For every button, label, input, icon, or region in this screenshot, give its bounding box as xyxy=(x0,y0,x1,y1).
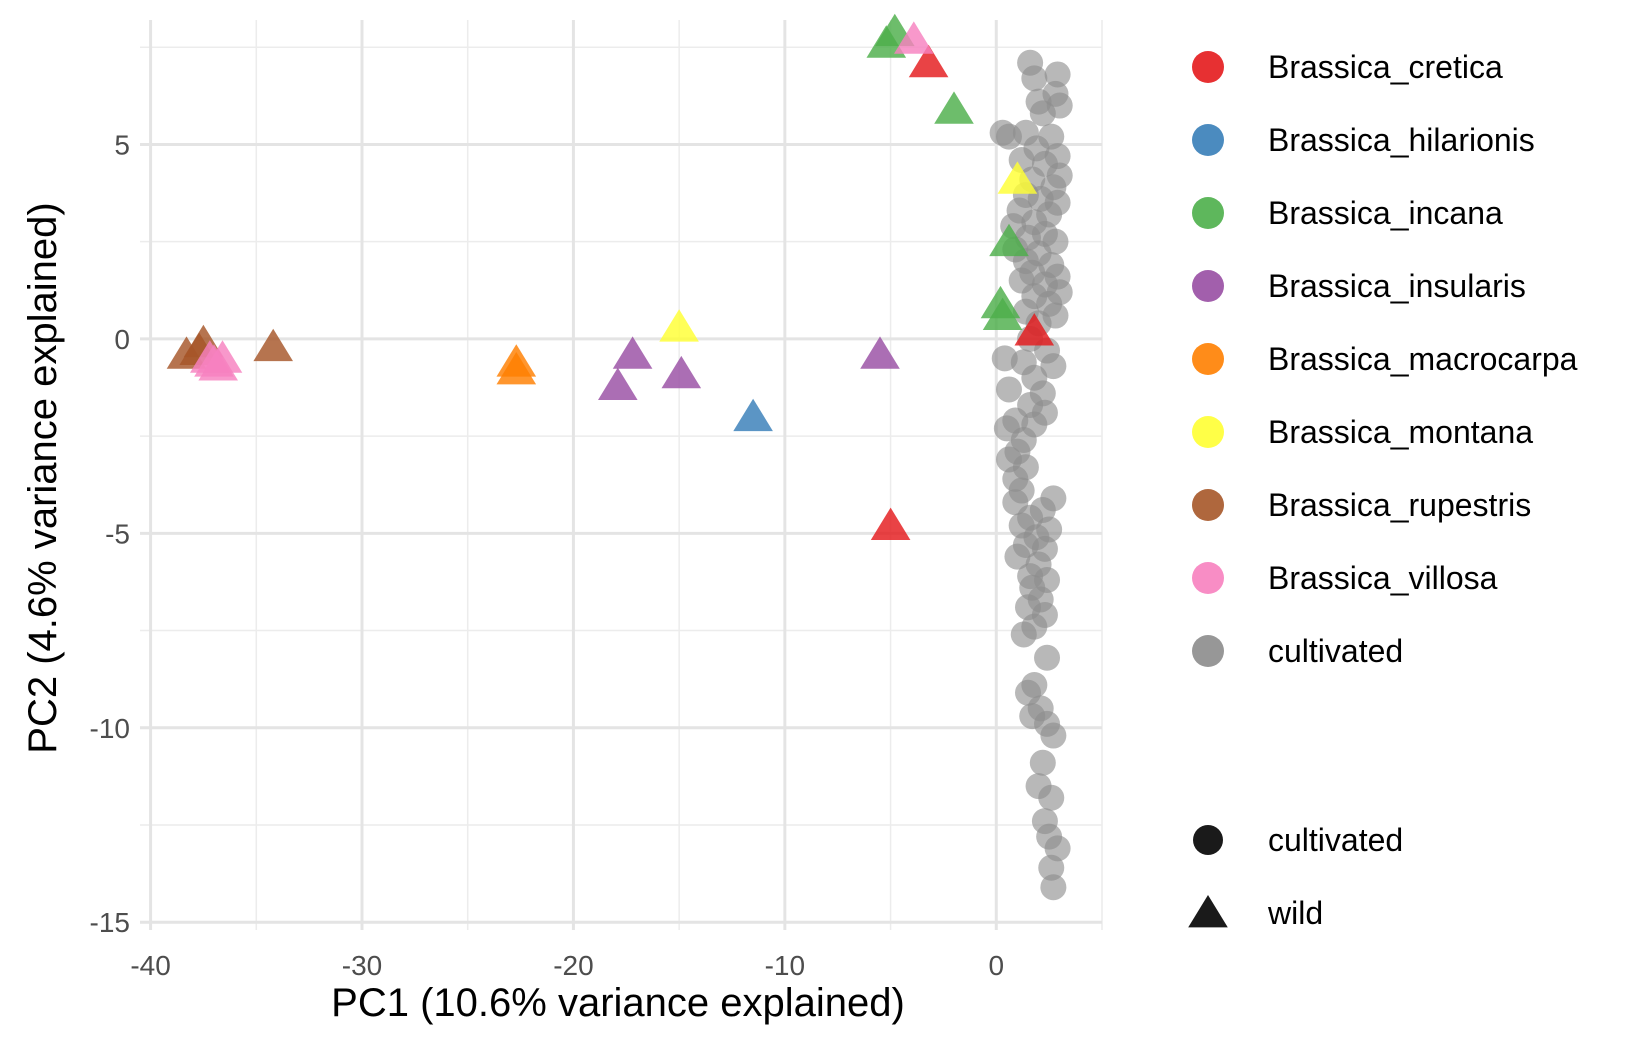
legend-label: Brassica_rupestris xyxy=(1268,487,1531,523)
y-tick-label: 5 xyxy=(114,129,130,160)
point-cultivated xyxy=(1044,61,1071,88)
legend-key-cultivated xyxy=(1192,635,1224,667)
data-points xyxy=(166,13,1073,901)
point-brassica-montana xyxy=(659,309,699,342)
x-tick-label: -30 xyxy=(342,950,382,981)
point-cultivated xyxy=(1029,100,1056,127)
point-brassica-hilarionis xyxy=(733,398,773,432)
legend-key-brassica-hilarionis xyxy=(1192,124,1224,156)
point-brassica-incana xyxy=(989,223,1029,257)
legend-label: Brassica_cretica xyxy=(1268,49,1503,85)
legend: Brassica_cretica Brassica_hilarionis Brass… xyxy=(1188,49,1578,931)
grid-major-lines xyxy=(140,20,1102,930)
legend-label: cultivated xyxy=(1268,633,1403,669)
y-tick-label: -15 xyxy=(90,907,130,938)
legend-key-brassica-macrocarpa xyxy=(1192,343,1224,375)
point-brassica-insularis xyxy=(661,355,702,389)
point-brassica-insularis xyxy=(860,336,900,369)
point-brassica-montana xyxy=(997,161,1038,194)
legend-key-brassica-montana xyxy=(1192,416,1224,448)
shape-legend-label: wild xyxy=(1267,895,1323,931)
point-brassica-incana xyxy=(866,25,907,58)
x-tick-label: 0 xyxy=(988,950,1004,981)
legend-key-brassica-incana xyxy=(1192,197,1224,229)
point-brassica-macrocarpa xyxy=(496,352,537,385)
y-tick-label: -10 xyxy=(90,713,130,744)
point-brassica-insularis xyxy=(612,336,653,369)
point-cultivated xyxy=(1010,621,1037,648)
legend-label: Brassica_macrocarpa xyxy=(1268,341,1578,377)
point-cultivated xyxy=(1029,749,1056,776)
legend-key-brassica-villosa xyxy=(1192,562,1224,594)
grid-minor-lines xyxy=(140,20,1103,930)
point-brassica-cretica xyxy=(908,44,949,78)
point-brassica-incana xyxy=(934,91,974,124)
point-cultivated xyxy=(995,376,1022,403)
point-brassica-villosa xyxy=(190,340,230,373)
legend-label: Brassica_villosa xyxy=(1268,560,1498,596)
point-brassica-villosa xyxy=(894,21,934,54)
legend-key-brassica-cretica xyxy=(1192,51,1224,83)
x-axis-title: PC1 (10.6% variance explained) xyxy=(331,981,905,1025)
legend-label: Brassica_incana xyxy=(1268,195,1503,231)
x-tick-label: -20 xyxy=(553,950,593,981)
triangle-icon xyxy=(1188,895,1228,928)
color-legend: Brassica_cretica Brassica_hilarionis Brass… xyxy=(1192,49,1578,669)
legend-key-brassica-rupestris xyxy=(1192,489,1224,521)
point-cultivated xyxy=(1038,854,1065,881)
point-cultivated xyxy=(1040,353,1067,380)
shape-legend: cultivated wild xyxy=(1188,822,1403,931)
legend-label: Brassica_insularis xyxy=(1268,268,1526,304)
point-cultivated xyxy=(1040,874,1067,901)
y-axis-title: PC2 (4.6% variance explained) xyxy=(21,202,65,753)
point-brassica-cretica xyxy=(1014,313,1055,346)
x-axis-tick-labels: -40 -30 -20 -10 0 xyxy=(130,950,1004,981)
y-axis-tick-labels: -15 -10 -5 0 5 xyxy=(90,129,130,938)
shape-legend-label: cultivated xyxy=(1268,822,1403,858)
point-brassica-cretica xyxy=(870,507,911,540)
point-cultivated xyxy=(1034,644,1061,671)
point-brassica-incana xyxy=(980,285,1021,319)
point-cultivated xyxy=(1038,784,1065,811)
y-tick-label: -5 xyxy=(105,518,130,549)
point-brassica-insularis xyxy=(598,367,638,400)
circle-icon xyxy=(1193,825,1223,855)
point-brassica-rupestris xyxy=(253,328,293,362)
point-cultivated xyxy=(1040,722,1067,749)
x-tick-label: -40 xyxy=(130,950,170,981)
legend-label: Brassica_hilarionis xyxy=(1268,122,1535,158)
x-tick-label: -10 xyxy=(765,950,805,981)
legend-key-brassica-insularis xyxy=(1192,270,1224,302)
legend-label: Brassica_montana xyxy=(1268,414,1533,450)
point-cultivated xyxy=(1021,65,1048,92)
point-cultivated xyxy=(1004,543,1031,570)
y-tick-label: 0 xyxy=(114,324,130,355)
